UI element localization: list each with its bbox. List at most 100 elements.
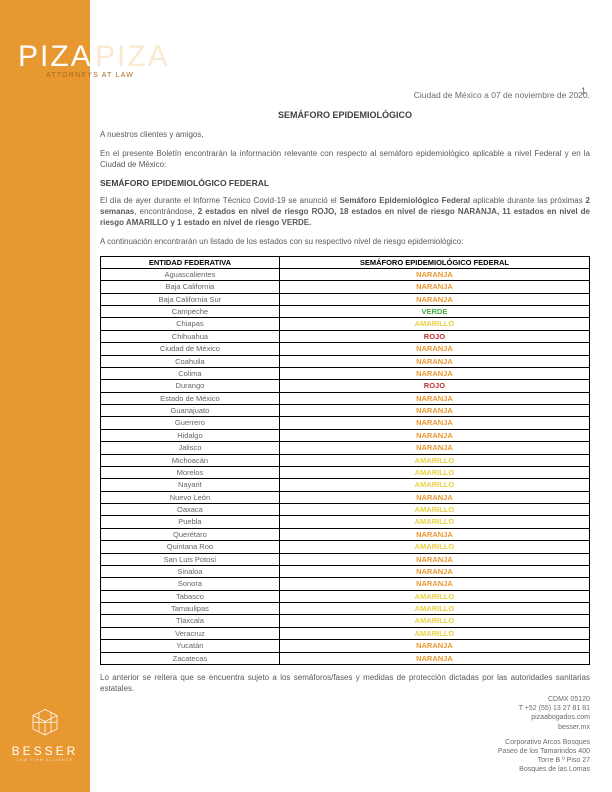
table-row: Quintana RooAMARILLO <box>101 541 590 553</box>
cell-entity: Sinaloa <box>101 565 280 577</box>
text-run: aplicable durante las próximas <box>470 196 585 205</box>
table-row: Nuevo LeónNARANJA <box>101 491 590 503</box>
federal-paragraph-1: El día de ayer durante el Informe Técnic… <box>100 196 590 228</box>
cell-entity: Estado de México <box>101 392 280 404</box>
cell-entity: Veracruz <box>101 627 280 639</box>
cell-status: AMARILLO <box>279 318 589 330</box>
cell-status: AMARILLO <box>279 466 589 478</box>
sidebar-band <box>0 0 90 792</box>
table-row: San Luis PotosíNARANJA <box>101 553 590 565</box>
table-row: NayaritAMARILLO <box>101 479 590 491</box>
table-row: PueblaAMARILLO <box>101 516 590 528</box>
cell-status: NARANJA <box>279 578 589 590</box>
text-bold: Semáforo Epidemiológico Federal <box>340 196 471 205</box>
cell-entity: Zacatecas <box>101 652 280 664</box>
footer-line: Paseo de los Tamarindos 400 <box>498 747 590 756</box>
cell-status: AMARILLO <box>279 603 589 615</box>
besser-text: BESSER <box>6 744 84 758</box>
footer-line: Bosques de las Lomas <box>498 765 590 774</box>
cell-entity: Hidalgo <box>101 429 280 441</box>
table-row: TabascoAMARILLO <box>101 590 590 602</box>
table-row: SinaloaNARANJA <box>101 565 590 577</box>
cell-status: AMARILLO <box>279 454 589 466</box>
cell-entity: Jalisco <box>101 442 280 454</box>
cell-entity: Colima <box>101 367 280 379</box>
cell-status: VERDE <box>279 306 589 318</box>
cell-status: NARANJA <box>279 652 589 664</box>
cell-entity: Tamaulipas <box>101 603 280 615</box>
cell-entity: Nuevo León <box>101 491 280 503</box>
cell-status: NARANJA <box>279 442 589 454</box>
table-row: Baja CaliforniaNARANJA <box>101 281 590 293</box>
cell-entity: Durango <box>101 380 280 392</box>
cell-entity: Coahuila <box>101 355 280 367</box>
cell-status: NARANJA <box>279 293 589 305</box>
table-row: CampecheVERDE <box>101 306 590 318</box>
cell-status: NARANJA <box>279 640 589 652</box>
page-content: Ciudad de México a 07 de noviembre de 20… <box>100 90 590 703</box>
text-run: El día de ayer durante el Informe Técnic… <box>100 196 340 205</box>
cell-entity: Querétaro <box>101 528 280 540</box>
table-row: TamaulipasAMARILLO <box>101 603 590 615</box>
cell-entity: Chihuahua <box>101 330 280 342</box>
cell-status: NARANJA <box>279 268 589 280</box>
cell-entity: Tabasco <box>101 590 280 602</box>
besser-cube-icon <box>30 708 60 738</box>
cell-entity: Aguascalientes <box>101 268 280 280</box>
col-status: SEMÁFORO EPIDEMIOLÓGICO FEDERAL <box>279 256 589 268</box>
table-row: ColimaNARANJA <box>101 367 590 379</box>
cell-status: NARANJA <box>279 392 589 404</box>
table-row: JaliscoNARANJA <box>101 442 590 454</box>
table-row: HidalgoNARANJA <box>101 429 590 441</box>
besser-logo: BESSER LAW FIRM ALLIANCE <box>6 708 84 762</box>
table-row: MorelosAMARILLO <box>101 466 590 478</box>
federal-paragraph-2: A continuación encontrarán un listado de… <box>100 237 590 248</box>
table-row: OaxacaAMARILLO <box>101 504 590 516</box>
cell-status: NARANJA <box>279 367 589 379</box>
table-row: Estado de MéxicoNARANJA <box>101 392 590 404</box>
table-row: YucatánNARANJA <box>101 640 590 652</box>
footer-line: CDMX 05120 <box>498 695 590 704</box>
cell-entity: Baja California <box>101 281 280 293</box>
table-row: ZacatecasNARANJA <box>101 652 590 664</box>
cell-entity: Nayarit <box>101 479 280 491</box>
cell-entity: Guerrero <box>101 417 280 429</box>
cell-entity: Baja California Sur <box>101 293 280 305</box>
logo-ghost: PIZA <box>95 40 170 74</box>
cell-entity: San Luis Potosí <box>101 553 280 565</box>
table-row: TlaxcalaAMARILLO <box>101 615 590 627</box>
cell-entity: Michoacán <box>101 454 280 466</box>
table-row: Ciudad de MéxicoNARANJA <box>101 343 590 355</box>
cell-status: AMARILLO <box>279 504 589 516</box>
cell-status: NARANJA <box>279 343 589 355</box>
table-row: GuerreroNARANJA <box>101 417 590 429</box>
footer-line: Corporativo Arcos Bosques <box>498 738 590 747</box>
main-title: SEMÁFORO EPIDEMIOLÓGICO <box>100 110 590 120</box>
cell-status: ROJO <box>279 330 589 342</box>
text-run: , encontrándose, <box>134 207 197 216</box>
cell-status: NARANJA <box>279 553 589 565</box>
footer-line: Torre B º Piso 27 <box>498 756 590 765</box>
footer-block-contact: CDMX 05120T +52 (55) 13 27 81 81pizaabog… <box>498 695 590 731</box>
intro-paragraph: En el presente Boletín encontrarán la in… <box>100 149 590 171</box>
table-row: Baja California SurNARANJA <box>101 293 590 305</box>
cell-entity: Tlaxcala <box>101 615 280 627</box>
cell-status: AMARILLO <box>279 590 589 602</box>
cell-status: NARANJA <box>279 355 589 367</box>
cell-entity: Yucatán <box>101 640 280 652</box>
cell-status: NARANJA <box>279 405 589 417</box>
cell-entity: Ciudad de México <box>101 343 280 355</box>
cell-status: NARANJA <box>279 565 589 577</box>
cell-status: NARANJA <box>279 528 589 540</box>
table-row: QuerétaroNARANJA <box>101 528 590 540</box>
table-header-row: ENTIDAD FEDERATIVA SEMÁFORO EPIDEMIOLÓGI… <box>101 256 590 268</box>
table-row: SonoraNARANJA <box>101 578 590 590</box>
footer-line: pizaabogados.com <box>498 713 590 722</box>
cell-status: AMARILLO <box>279 516 589 528</box>
cell-entity: Campeche <box>101 306 280 318</box>
salutation: A nuestros clientes y amigos, <box>100 130 590 141</box>
cell-status: NARANJA <box>279 281 589 293</box>
cell-entity: Puebla <box>101 516 280 528</box>
cell-status: ROJO <box>279 380 589 392</box>
table-row: VeracruzAMARILLO <box>101 627 590 639</box>
